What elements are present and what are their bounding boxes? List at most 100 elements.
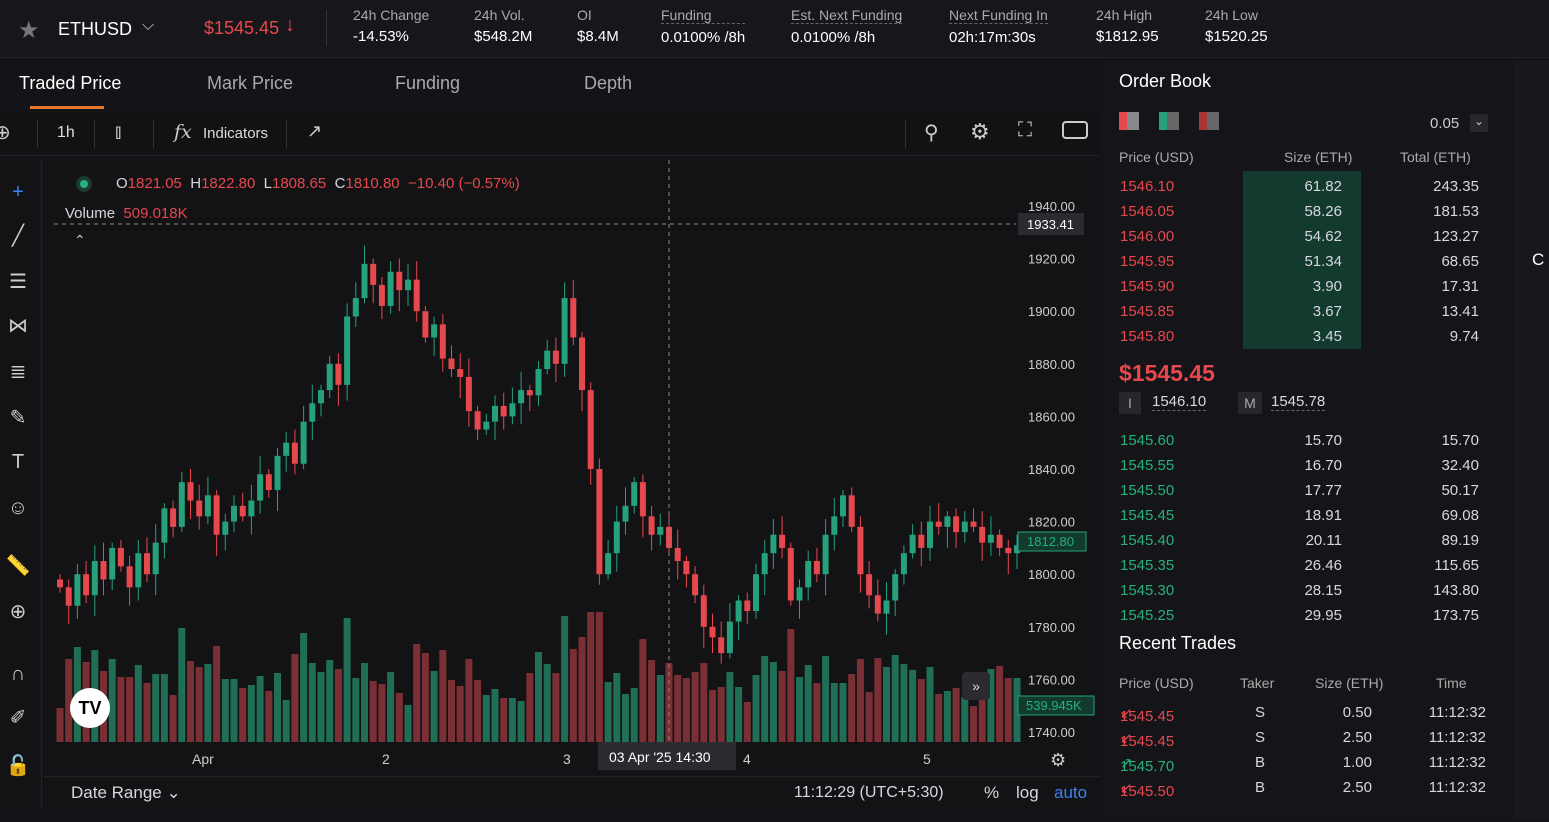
ruler-icon[interactable]: 📏	[5, 555, 31, 577]
scroll-right-icon[interactable]: »	[962, 672, 990, 700]
bids-row[interactable]: 1545.55 16.70 32.40	[1120, 457, 1479, 474]
star-icon[interactable]: ★	[18, 17, 40, 44]
order-book-title: Order Book	[1119, 71, 1212, 91]
collapse-icon[interactable]: ⌃	[74, 232, 86, 248]
tab-traded-price[interactable]: Traded Price	[19, 73, 122, 93]
bids-row[interactable]: 1545.30 28.15 143.80	[1120, 582, 1479, 599]
price-chart[interactable]: 1940.00 1920.00 1900.00 1880.00 1860.00 1840.…	[44, 160, 1100, 775]
chevron-down-icon[interactable]: ⌄	[1470, 114, 1488, 132]
text-icon[interactable]: T	[11, 451, 25, 473]
bids-row[interactable]: 1545.50 17.77 50.17	[1120, 482, 1479, 499]
candle-body	[935, 521, 942, 527]
clock-time[interactable]: 11:12:29 (UTC+5:30)	[794, 784, 944, 801]
indicators-button[interactable]: Indicators	[203, 125, 269, 142]
y-tick-label: 1840.00	[1028, 462, 1075, 477]
auto-toggle[interactable]: auto	[1054, 783, 1088, 802]
pattern-icon[interactable]: ⋈	[8, 315, 28, 337]
popout-icon[interactable]: ↗	[307, 121, 323, 141]
volume-bar	[160, 674, 168, 742]
horizontal-lines-icon[interactable]: ☰	[9, 271, 27, 293]
last-price-label: 1812.80	[1027, 534, 1074, 549]
candle-body	[813, 561, 820, 575]
candle-body	[405, 279, 411, 291]
candle-body	[518, 390, 525, 404]
log-toggle[interactable]: log	[1016, 783, 1039, 802]
lock-icon[interactable]: 🔓	[5, 755, 31, 777]
asks-row[interactable]: 1546.00 54.62 123.27	[1120, 228, 1479, 245]
asks-row[interactable]: 1546.05 58.26 181.53	[1120, 203, 1479, 220]
candle-body	[787, 547, 794, 601]
volume-bar	[195, 667, 203, 742]
function-icon[interactable]: fx	[174, 121, 192, 143]
mark-price: 1545.78	[1271, 393, 1326, 411]
y-tick-label: 1820.00	[1028, 515, 1075, 530]
emoji-icon[interactable]: ☺	[7, 497, 29, 519]
fib-icon[interactable]: ≣	[9, 361, 27, 383]
volume-bar	[917, 679, 925, 742]
candle-body	[613, 521, 620, 554]
crosshair-icon[interactable]: +	[12, 181, 24, 203]
candle-type-icon[interactable]: ⫾	[115, 121, 122, 143]
tradingview-logo[interactable]: TV	[70, 688, 110, 728]
interval-button[interactable]: 1h	[57, 124, 75, 141]
index-badge: I	[1119, 392, 1141, 414]
zoom-in-icon[interactable]: ⊕	[9, 601, 27, 623]
asks-row[interactable]: 1545.95 51.34 68.65	[1120, 253, 1479, 270]
camera-icon[interactable]	[1062, 121, 1088, 139]
tab-depth[interactable]: Depth	[584, 73, 633, 93]
chevron-down-icon[interactable]: ⌵	[142, 17, 155, 34]
x-tick-label: 5	[923, 751, 931, 767]
asks-row[interactable]: 1546.10 61.82 243.35	[1120, 178, 1479, 195]
candle-body	[796, 587, 803, 601]
candle-body	[335, 363, 342, 385]
volume-bar	[274, 673, 281, 742]
quick-search-icon[interactable]: ⚲	[924, 122, 939, 144]
stat-3: Funding 0.0100% /8h	[661, 7, 746, 46]
brush-icon[interactable]: ✎	[9, 407, 27, 429]
stat-5: Next Funding In 02h:17m:30s	[949, 7, 1048, 46]
volume-bar	[839, 683, 847, 742]
candle-body	[422, 311, 429, 338]
axis-settings-icon[interactable]: ⚙	[1050, 750, 1067, 770]
volume-bar	[178, 628, 186, 742]
both-sides-view-icon[interactable]	[1119, 112, 1139, 130]
magnet-icon[interactable]: ∩	[10, 663, 26, 685]
volume-bar	[613, 673, 621, 742]
volume-bar	[622, 694, 629, 742]
y-tick-label: 1920.00	[1028, 252, 1075, 267]
volume-bar	[482, 695, 490, 742]
lock-drawing-icon[interactable]: ✐	[9, 707, 27, 729]
last-volume-label: 539.945K	[1026, 698, 1082, 713]
volume-bar	[326, 660, 334, 742]
active-tab-indicator	[30, 106, 104, 109]
y-tick-label: 1900.00	[1028, 304, 1075, 319]
volume-bar	[221, 679, 229, 742]
tab-funding[interactable]: Funding	[395, 73, 461, 93]
add-icon[interactable]: ⊕	[0, 122, 11, 144]
percent-toggle[interactable]: %	[984, 783, 1000, 802]
volume-bar	[804, 665, 812, 742]
candle-body	[561, 298, 568, 364]
bids-row[interactable]: 1545.35 26.46 115.65	[1120, 557, 1479, 574]
bids-row[interactable]: 1545.45 18.91 69.08	[1120, 507, 1479, 524]
candlestick-chart[interactable]: 1940.00 1920.00 1900.00 1880.00 1860.00 1840.…	[44, 160, 1100, 775]
candle-body	[709, 626, 716, 638]
tab-mark-price[interactable]: Mark Price	[207, 73, 294, 93]
bids-row[interactable]: 1545.25 29.95 173.75	[1120, 607, 1479, 624]
bids-view-icon[interactable]	[1159, 112, 1179, 130]
recent-trades-title: Recent Trades	[1119, 633, 1237, 653]
asks-row[interactable]: 1545.90 3.90 17.31	[1120, 278, 1479, 295]
date-range-button[interactable]: Date Range ⌄	[71, 783, 181, 802]
order-book-panel: Order Book 0.05 ⌄ Price (USD) Size (ETH)…	[1104, 60, 1514, 820]
trend-line-icon[interactable]: ╱	[11, 225, 25, 247]
symbol-selector[interactable]: ETHUSD	[58, 19, 133, 39]
tick-size-select[interactable]: 0.05	[1430, 115, 1460, 132]
settings-icon[interactable]: ⚙	[970, 119, 990, 144]
asks-row[interactable]: 1545.85 3.67 13.41	[1120, 303, 1479, 320]
bids-row[interactable]: 1545.60 15.70 15.70	[1120, 432, 1479, 449]
candle-body	[944, 516, 951, 527]
asks-row[interactable]: 1545.80 3.45 9.74	[1120, 328, 1479, 345]
asks-view-icon[interactable]	[1199, 112, 1219, 130]
fullscreen-icon[interactable]: ⛶	[1018, 119, 1032, 141]
bids-row[interactable]: 1545.40 20.11 89.19	[1120, 532, 1479, 549]
